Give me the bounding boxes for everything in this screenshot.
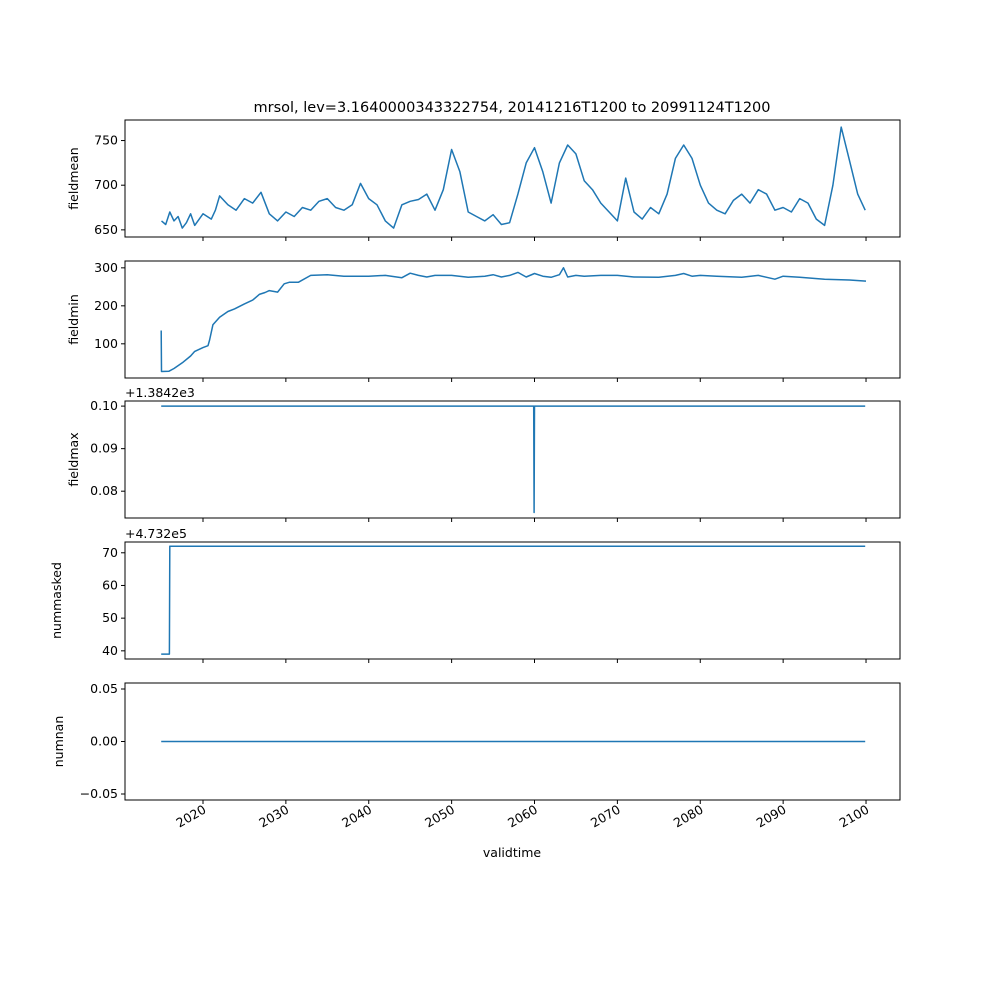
y-tick-label: 0.00 <box>90 734 118 749</box>
y-axis-label: numnan <box>51 716 66 768</box>
y-tick-label: 750 <box>94 133 118 148</box>
axes-background <box>125 120 900 237</box>
y-axis-label: fieldmax <box>66 432 81 486</box>
y-tick-label: 0.08 <box>90 483 118 498</box>
axes-frame <box>124 260 901 379</box>
y-tick-label: 50 <box>102 610 118 625</box>
y-tick-label: 650 <box>94 222 118 237</box>
y-tick-label: 0.09 <box>90 441 118 456</box>
y-offset-label: +1.3842e3 <box>125 385 195 400</box>
y-tick-label: 40 <box>102 643 118 658</box>
subplot-fieldmax: 0.08 0.09 0.10 fieldmax +1.3842e3 <box>66 385 901 522</box>
axes-frame <box>124 541 901 660</box>
x-axis-label: validtime <box>483 845 541 860</box>
y-tick-label: 0.05 <box>90 681 118 696</box>
subplot-fieldmin: 100 200 300 fieldmin <box>66 260 901 382</box>
y-tick-label: 700 <box>94 177 118 192</box>
y-tick-label: 0.10 <box>90 398 118 413</box>
subplot-fieldmean: 650 700 750 fieldmean <box>66 119 901 241</box>
y-tick-label: 70 <box>102 545 118 560</box>
y-tick-label: 300 <box>94 260 118 275</box>
y-tick-label: −0.05 <box>80 786 118 801</box>
y-axis-label: fieldmean <box>66 147 81 209</box>
axes-background <box>125 401 900 518</box>
series-line-fieldmean <box>161 126 866 229</box>
y-axis-label: fieldmin <box>66 294 81 345</box>
series-line-fieldmax <box>161 405 866 514</box>
y-tick-label: 60 <box>102 577 118 592</box>
axes-background <box>125 261 900 378</box>
y-axis-label: nummasked <box>49 562 64 639</box>
axes-frame <box>124 400 901 519</box>
y-tick-label: 200 <box>94 298 118 313</box>
chart-title: mrsol, lev=3.1640000343322754, 20141216T… <box>254 100 771 116</box>
subplot-nummasked: 40 50 60 70 nummasked +4.732e5 <box>49 526 901 663</box>
series-line-nummasked <box>161 545 866 655</box>
y-tick-label: 100 <box>94 336 118 351</box>
series-line-fieldmin <box>160 267 867 373</box>
axes-frame <box>124 119 901 238</box>
y-offset-label: +4.732e5 <box>125 526 187 541</box>
axes-background <box>125 542 900 659</box>
